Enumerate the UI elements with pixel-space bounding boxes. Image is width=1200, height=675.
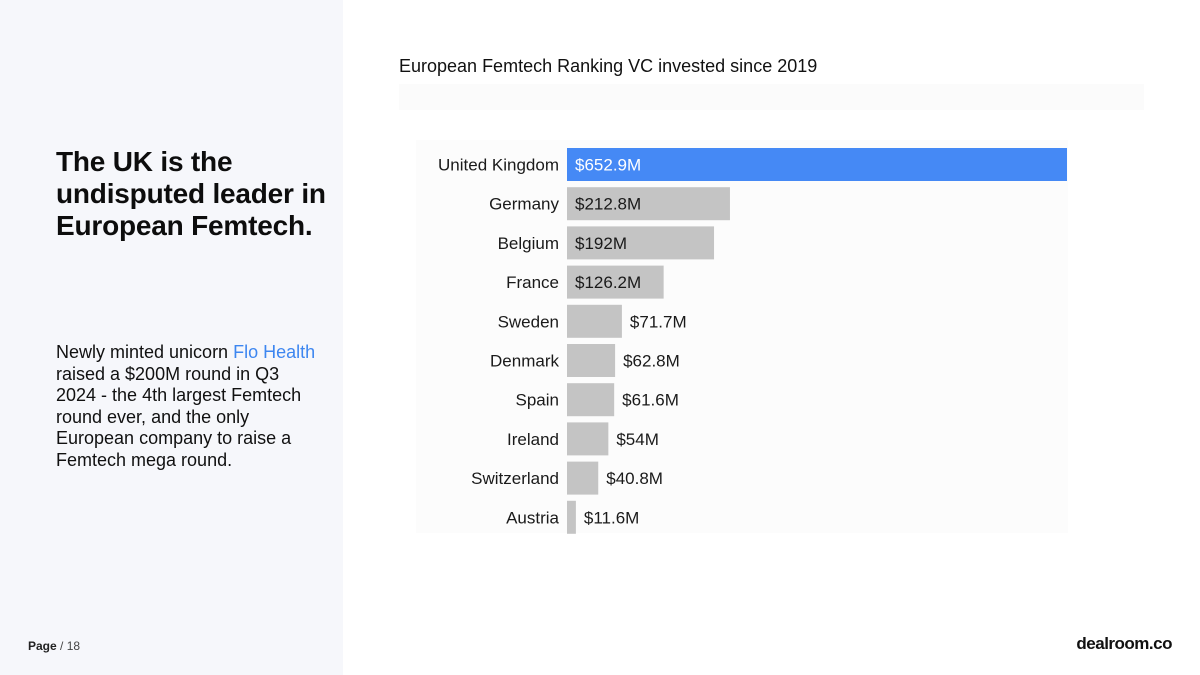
- page-separator: /: [56, 639, 67, 653]
- value-label-france: $126.2M: [575, 273, 641, 292]
- value-label-austria: $11.6M: [584, 508, 639, 527]
- bar-switzerland: [567, 461, 599, 495]
- page-total: 18: [66, 639, 81, 653]
- chart-title: European Femtech Ranking VC invested sin…: [399, 56, 818, 76]
- body-text-intro: Newly minted unicorn: [56, 342, 234, 362]
- category-label-france: France: [506, 273, 559, 292]
- chart-plot-area: [416, 140, 1068, 533]
- chart-title-strip: [399, 84, 1144, 110]
- value-label-denmark: $62.8M: [623, 352, 680, 371]
- category-label-austria: Austria: [506, 508, 559, 527]
- category-label-germany: Germany: [489, 195, 559, 214]
- left-panel: [0, 0, 343, 675]
- bar-austria: [567, 500, 576, 534]
- dealroom-logo: dealroom.co: [1076, 634, 1172, 653]
- slide-body-text: Newly minted unicorn Flo Health raised a…: [56, 342, 324, 471]
- bar-france: [567, 265, 664, 299]
- page-label: Page: [28, 639, 57, 653]
- bar-germany: [567, 187, 730, 221]
- bar-united-kingdom: [567, 148, 1067, 181]
- bar-spain: [567, 383, 615, 417]
- value-label-spain: $61.6M: [622, 391, 679, 410]
- category-label-sweden: Sweden: [498, 312, 559, 331]
- page-footer: Page / 18: [28, 639, 80, 653]
- category-label-spain: Spain: [516, 391, 559, 410]
- value-label-belgium: $192M: [575, 234, 627, 253]
- category-label-belgium: Belgium: [498, 234, 559, 253]
- value-label-sweden: $71.7M: [630, 312, 687, 331]
- category-label-ireland: Ireland: [507, 430, 559, 449]
- slide-headline: The UK is the undisputed leader in Europ…: [56, 146, 326, 241]
- value-label-united-kingdom: $652.9M: [575, 156, 641, 175]
- bar-denmark: [567, 344, 616, 377]
- bar-belgium: [567, 226, 715, 260]
- bar-sweden: [567, 304, 622, 338]
- body-text-rest: raised a $200M round in Q3 2024 - the 4t…: [56, 363, 302, 470]
- value-label-germany: $212.8M: [575, 195, 641, 214]
- flo-health-link[interactable]: Flo Health: [233, 342, 316, 362]
- value-label-ireland: $54M: [616, 430, 659, 449]
- category-label-denmark: Denmark: [490, 352, 559, 371]
- bar-ireland: [567, 422, 609, 456]
- category-label-united-kingdom: United Kingdom: [438, 156, 559, 175]
- category-label-switzerland: Switzerland: [471, 469, 559, 488]
- value-label-switzerland: $40.8M: [606, 469, 663, 488]
